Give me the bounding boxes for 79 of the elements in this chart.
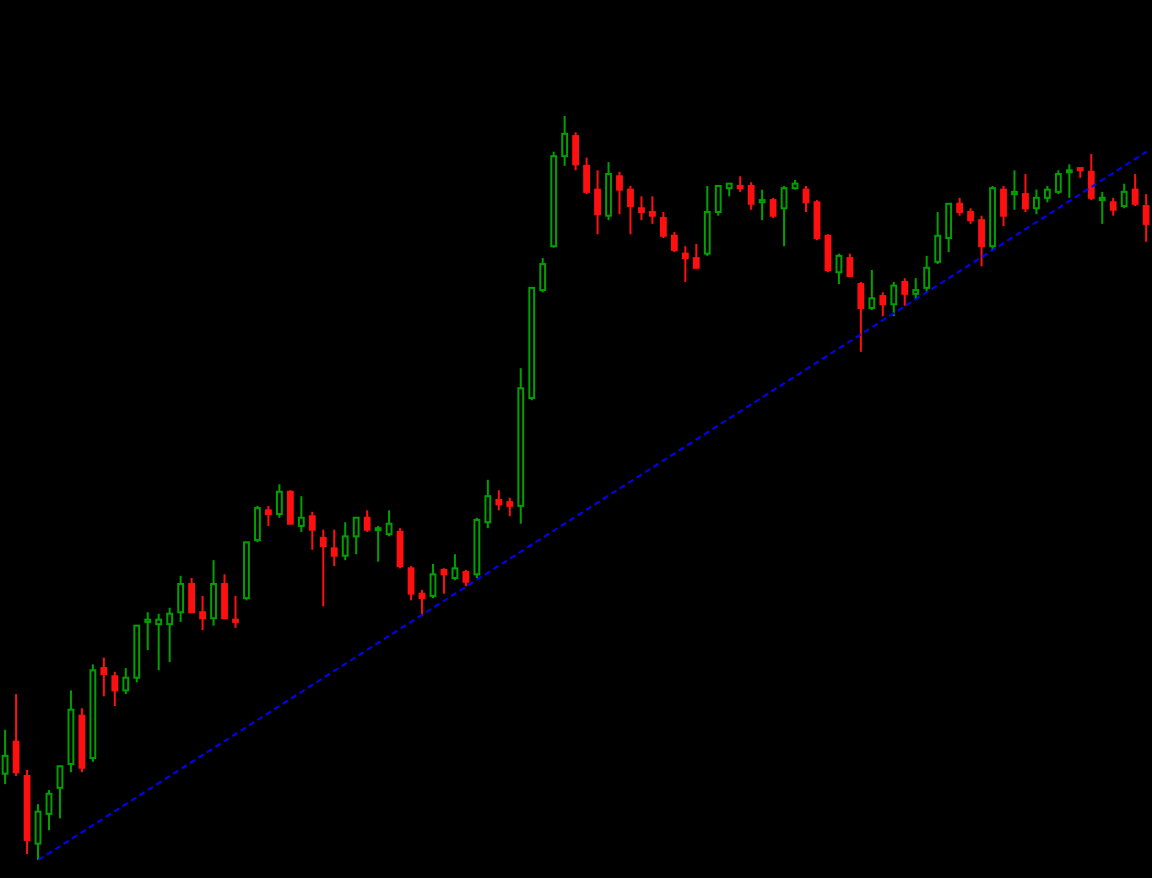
candlestick: [627, 184, 634, 236]
candlestick: [286, 489, 294, 525]
candlestick: [890, 280, 898, 318]
candlestick: [144, 611, 152, 652]
candlestick: [1142, 193, 1150, 243]
candlestick: [429, 562, 437, 600]
candlestick: [199, 594, 206, 632]
candlestick: [868, 269, 876, 312]
candlestick: [341, 521, 349, 562]
candlestick: [1011, 169, 1018, 211]
candlestick: [506, 496, 514, 518]
candlestick: [605, 161, 612, 222]
candlestick: [275, 483, 283, 519]
candlestick: [111, 670, 119, 707]
candlestick: [221, 573, 228, 620]
candlestick: [923, 254, 931, 294]
candlestick: [330, 528, 338, 568]
candlestick: [1131, 173, 1139, 208]
candlestick: [934, 210, 942, 266]
candlestick: [122, 667, 130, 696]
candlestick: [385, 509, 393, 538]
candlestick: [1120, 182, 1128, 210]
candlestick: [912, 277, 920, 301]
candlestick: [945, 202, 953, 254]
candlestick: [561, 116, 569, 167]
candlestick: [769, 196, 777, 219]
candlestick: [308, 510, 316, 551]
candlestick: [594, 169, 601, 236]
candlestick: [1033, 188, 1040, 216]
candlestick: [232, 594, 239, 629]
candlestick: [1054, 169, 1062, 196]
candlestick: [319, 528, 327, 608]
candlestick: [484, 478, 492, 530]
candlestick: [1087, 152, 1095, 202]
candlestick: [177, 574, 185, 623]
candlestick: [638, 195, 645, 222]
candlestick: [407, 565, 415, 602]
candlestick: [572, 131, 580, 172]
candlestick: [188, 577, 196, 614]
candlestick: [210, 559, 217, 627]
candlestick: [583, 156, 590, 196]
candlestick: [747, 181, 755, 211]
candlestick: [758, 188, 766, 222]
candlestick: [363, 509, 371, 533]
candlestick: [616, 170, 623, 216]
candlestick: [254, 504, 261, 544]
candlestick: [879, 291, 887, 318]
candlestick: [297, 495, 305, 533]
candlestick: [34, 803, 42, 860]
candlestick: [451, 553, 459, 582]
candlestick: [1000, 184, 1007, 228]
candlestick: [56, 765, 64, 820]
candlestick: [978, 214, 985, 268]
candlestick: [539, 257, 547, 294]
candlestick: [659, 210, 667, 240]
candlestick: [352, 516, 360, 556]
candlestick: [670, 231, 678, 254]
candlestick: [857, 280, 865, 353]
candlestick: [901, 277, 909, 307]
candlestick: [1065, 163, 1073, 199]
candlestick: [714, 184, 722, 217]
candlestick: [681, 245, 689, 283]
candlestick: [703, 184, 711, 257]
candlestick: [649, 195, 656, 225]
candlestick: [780, 184, 788, 248]
candlestick: [100, 656, 108, 698]
candlestick: [155, 612, 163, 672]
candlestick: [166, 606, 174, 664]
candlestick: [1098, 190, 1106, 225]
candlestick: [418, 588, 426, 617]
candlestick: [692, 242, 700, 269]
candlestick: [45, 789, 53, 832]
candlestick: [813, 199, 821, 242]
candlestick: [265, 504, 272, 527]
candlestick: [374, 524, 382, 563]
candlestick: [440, 567, 448, 595]
candlestick: [846, 252, 854, 277]
candlestick: [495, 489, 503, 512]
candlestick: [1022, 173, 1029, 213]
